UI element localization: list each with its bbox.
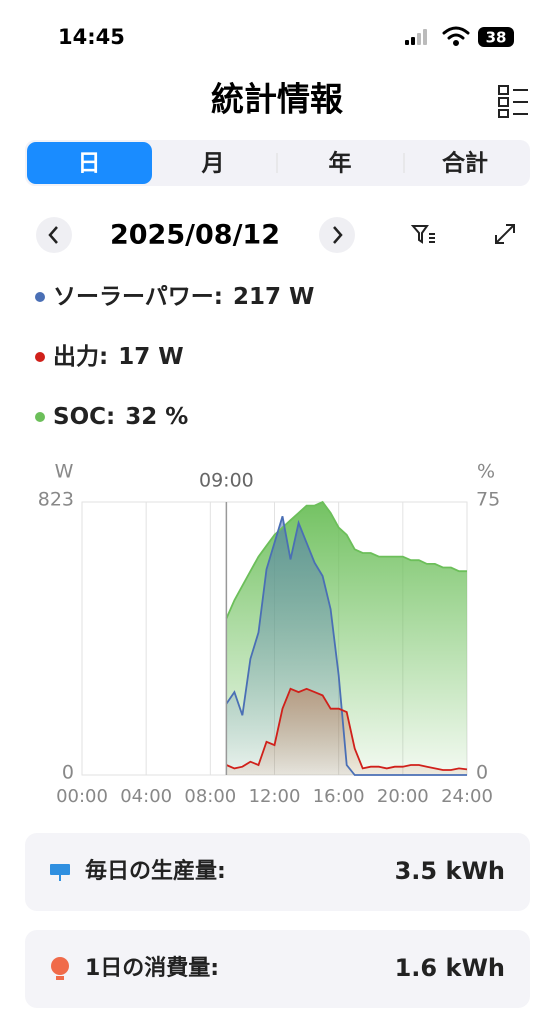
chevron-right [333,226,343,244]
legend-value: 217 W [233,284,314,310]
solar-icon [50,864,70,875]
cursor-label: 09:00 [199,470,254,492]
status-time: 14:45 [58,25,125,49]
x-tick-label: 00:00 [56,786,108,807]
x-tick-label: 04:00 [120,786,172,807]
legend-entry: 出力: 17 W [53,344,184,370]
tab[interactable]: 月 [201,151,225,177]
prev-day-button[interactable] [36,217,72,253]
chevron-left [48,226,58,244]
legend-entry: SOC: 32 % [53,404,188,430]
battery-icon [478,27,514,47]
y-tick-label: 0 [62,762,74,784]
legend-dot [35,412,45,422]
tab[interactable]: 年 [329,150,352,177]
page-title: 統計情報 [211,80,343,119]
signal-icon [405,29,427,45]
legend-label: SOC: [53,404,115,430]
x-tick-label: 20:00 [377,786,429,807]
y-axis-label: W [55,461,74,483]
battery-level: 38 [486,29,507,47]
expand-button[interactable] [495,224,515,244]
legend-dot [35,352,45,362]
card-label: 1日の消費量: [85,956,219,981]
bulb-icon-base [56,976,64,980]
x-tick-label: 24:00 [441,786,493,807]
tab[interactable]: 合計 [442,150,488,177]
x-tick-label: 12:00 [249,786,301,807]
x-tick-label: 16:00 [313,786,365,807]
tab-selected-bg [27,142,152,184]
summary-card [25,833,530,911]
summary-card [25,930,530,1008]
next-day-button[interactable] [319,217,355,253]
tab[interactable]: 日 [78,151,101,177]
series-line [226,687,468,771]
bulb-icon [51,957,69,975]
legend-dot [35,292,45,302]
filter-button[interactable] [410,225,435,244]
legend-label: ソーラーパワー: [53,284,223,310]
list-menu-button[interactable] [498,85,528,118]
series-line [225,500,467,619]
series-line [225,516,467,776]
y2-tick-label: 75 [476,489,500,511]
date-label[interactable]: 2025/08/12 [110,220,280,251]
legend-value: 32 % [125,404,188,430]
y2-axis-label: % [477,461,495,483]
x-tick-label: 08:00 [184,786,236,807]
wifi-icon [442,26,470,46]
legend-value: 17 W [118,344,183,370]
legend-label: 出力: [53,344,108,370]
legend-entry: ソーラーパワー: 217 W [53,284,314,310]
card-value: 3.5 kWh [395,857,505,885]
y-tick-label: 823 [38,489,74,511]
series-area [226,688,467,775]
card-label: 毎日の生産量: [85,858,226,884]
card-value: 1.6 kWh [395,954,505,982]
y2-tick-label: 0 [476,762,488,784]
